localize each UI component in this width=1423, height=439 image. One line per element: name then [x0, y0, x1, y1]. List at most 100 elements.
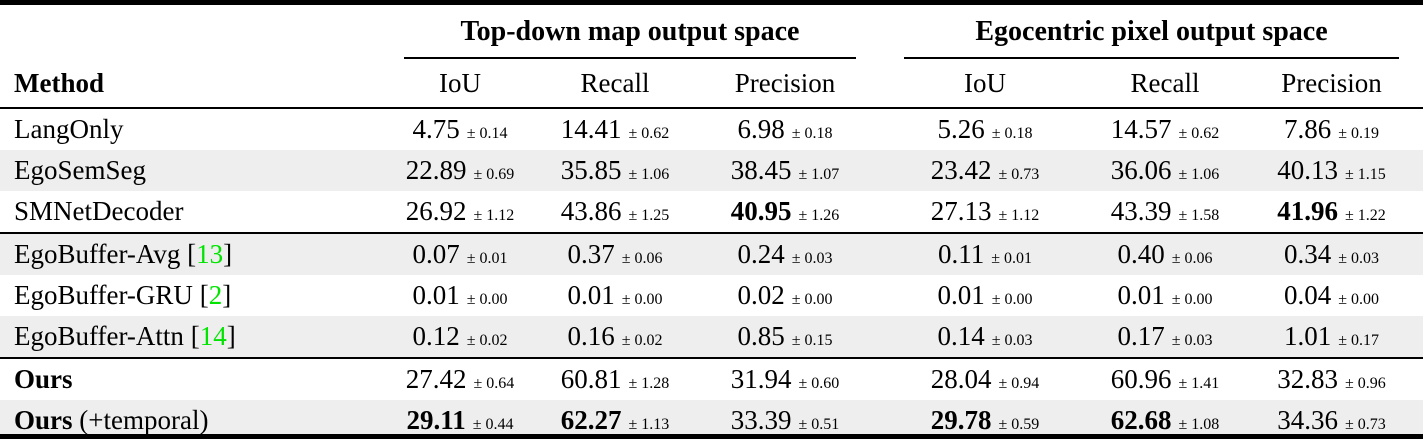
metric-stddev: ± 0.00 — [791, 291, 833, 308]
metric-stddev: ± 0.69 — [473, 166, 515, 183]
metric-value: 0.16 — [567, 321, 615, 351]
metric-value: 29.78 — [930, 405, 992, 435]
metric-value-cell: 0.04 ± 0.00 — [1240, 275, 1423, 316]
metric-stddev: ± 0.02 — [621, 332, 663, 349]
method-name: EgoBuffer-GRU [2] — [0, 275, 380, 316]
metric-value: 28.04 — [930, 364, 992, 394]
column-header-recall-egocentric: Recall — [1090, 59, 1240, 109]
metric-value-cell: 41.96 ± 1.22 — [1240, 191, 1423, 233]
metric-value: 0.01 — [567, 280, 615, 310]
metric-value: 0.07 — [412, 239, 460, 269]
corner-cell — [0, 5, 380, 59]
method-label: EgoBuffer-Avg — [14, 239, 181, 269]
metric-value-cell: 0.40 ± 0.06 — [1090, 232, 1240, 275]
table-row: Ours (+temporal) 29.11 ± 0.44 62.27 ± 1.13 33… — [0, 400, 1423, 435]
metric-stddev: ± 0.62 — [628, 125, 670, 142]
metric-value-cell: 14.57 ± 0.62 — [1090, 108, 1240, 150]
metric-stddev: ± 1.41 — [1178, 375, 1220, 392]
metric-value-cell: 60.81 ± 1.28 — [540, 357, 690, 400]
metric-stddev: ± 0.02 — [466, 332, 508, 349]
method-label: SMNetDecoder — [14, 196, 184, 226]
metric-value-cell: 60.96 ± 1.41 — [1090, 357, 1240, 400]
citation-link[interactable]: 2 — [208, 280, 223, 310]
method-name: Ours (+temporal) — [0, 400, 380, 435]
citation-link[interactable]: 14 — [199, 321, 227, 351]
metric-value: 27.13 — [930, 196, 992, 226]
metric-stddev: ± 0.06 — [1171, 250, 1213, 267]
metric-value-cell: 4.75 ± 0.14 — [380, 108, 540, 150]
method-label: Ours — [14, 405, 73, 435]
metric-value: 5.26 — [937, 114, 985, 144]
results-table-grid: Top-down map output space Egocentric pix… — [0, 5, 1423, 435]
metric-value: 0.12 — [412, 321, 460, 351]
citation-link[interactable]: 13 — [196, 239, 224, 269]
metric-value: 4.75 — [412, 114, 460, 144]
metric-stddev: ± 1.58 — [1178, 207, 1220, 224]
metric-stddev: ± 1.07 — [798, 166, 840, 183]
metric-value-cell: 29.78 ± 0.59 — [880, 400, 1090, 435]
group-header-row: Top-down map output space Egocentric pix… — [0, 5, 1423, 59]
table-row: EgoBuffer-GRU [2] 0.01 ± 0.00 0.01 ± 0.00 0.0… — [0, 275, 1423, 316]
metric-value: 41.96 — [1277, 196, 1338, 226]
metric-value: 0.14 — [937, 321, 985, 351]
method-label: Ours — [14, 364, 73, 394]
metric-value-cell: 31.94 ± 0.60 — [690, 357, 880, 400]
group-header-egocentric-label: Egocentric pixel output space — [904, 12, 1399, 59]
metric-stddev: ± 0.64 — [473, 375, 515, 392]
method-label: EgoBuffer-Attn — [14, 321, 184, 351]
table-row: SMNetDecoder 26.92 ± 1.12 43.86 ± 1.25 40.95 ±… — [0, 191, 1423, 233]
metric-stddev: ± 0.03 — [1338, 250, 1380, 267]
table-row: EgoSemSeg 22.89 ± 0.69 35.85 ± 1.06 38.45 ± 1.… — [0, 150, 1423, 191]
metric-value-cell: 0.11 ± 0.01 — [880, 232, 1090, 275]
metric-stddev: ± 1.26 — [798, 207, 840, 224]
table-header: Top-down map output space Egocentric pix… — [0, 5, 1423, 109]
metric-value-cell: 0.01 ± 0.00 — [380, 275, 540, 316]
group-header-topdown: Top-down map output space — [380, 5, 880, 59]
metric-stddev: ± 1.15 — [1344, 166, 1386, 183]
metric-stddev: ± 0.03 — [791, 250, 833, 267]
metric-value: 43.39 — [1110, 196, 1172, 226]
metric-value: 0.37 — [567, 239, 615, 269]
metric-value: 0.04 — [1283, 280, 1332, 310]
metric-value-cell: 36.06 ± 1.06 — [1090, 150, 1240, 191]
citation-bracket-open: [ — [183, 321, 200, 351]
table-row: LangOnly 4.75 ± 0.14 14.41 ± 0.62 6.98 ± 0.18 5… — [0, 108, 1423, 150]
metric-value: 0.01 — [412, 280, 460, 310]
metric-value: 0.01 — [1117, 280, 1165, 310]
table-row: EgoBuffer-Attn [14] 0.12 ± 0.02 0.16 ± 0.02 0… — [0, 316, 1423, 358]
metric-value-cell: 0.07 ± 0.01 — [380, 232, 540, 275]
metric-value-cell: 32.83 ± 0.96 — [1240, 357, 1423, 400]
metric-stddev: ± 0.18 — [791, 125, 833, 142]
metric-value: 33.39 — [730, 405, 792, 435]
metric-value: 6.98 — [737, 114, 785, 144]
metric-value: 0.02 — [737, 280, 785, 310]
metric-value: 29.11 — [406, 405, 466, 435]
metric-value: 14.41 — [560, 114, 622, 144]
method-name: EgoBuffer-Avg [13] — [0, 232, 380, 275]
metric-value: 0.24 — [737, 239, 785, 269]
metric-value-cell: 27.13 ± 1.12 — [880, 191, 1090, 233]
metric-value: 0.17 — [1117, 321, 1165, 351]
metric-value-cell: 62.27 ± 1.13 — [540, 400, 690, 434]
metric-value-cell: 28.04 ± 0.94 — [880, 357, 1090, 400]
metric-value: 0.34 — [1283, 239, 1332, 269]
metric-value: 32.83 — [1277, 364, 1338, 394]
metric-value-cell: 29.11 ± 0.44 — [380, 400, 540, 435]
metric-value: 26.92 — [405, 196, 467, 226]
metric-value-cell: 0.12 ± 0.02 — [380, 316, 540, 358]
metric-stddev: ± 1.12 — [473, 207, 515, 224]
metric-value-cell: 0.24 ± 0.03 — [690, 232, 880, 275]
metric-stddev: ± 0.62 — [1178, 125, 1220, 142]
citation-bracket-close: ] — [222, 280, 232, 310]
column-header-recall-topdown: Recall — [540, 59, 690, 109]
metric-value-cell: 27.42 ± 0.64 — [380, 357, 540, 400]
metric-value-cell: 22.89 ± 0.69 — [380, 150, 540, 191]
citation-bracket-open: [ — [180, 239, 197, 269]
column-header-precision-topdown: Precision — [690, 59, 880, 109]
metric-stddev: ± 0.17 — [1338, 332, 1380, 349]
column-header-method: Method — [0, 59, 380, 109]
method-suffix: (+temporal) — [72, 405, 209, 435]
metric-stddev: ± 0.96 — [1344, 375, 1386, 392]
metric-value-cell: 34.36 ± 0.73 — [1240, 400, 1423, 434]
